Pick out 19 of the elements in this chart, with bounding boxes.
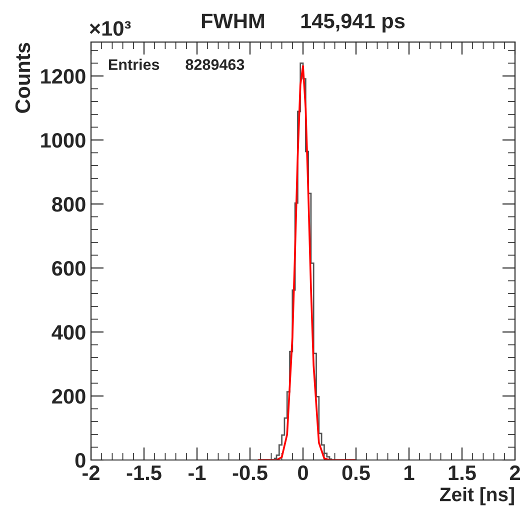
y-tick-label: 1000 — [41, 132, 86, 148]
x-tick-label: 1 — [404, 466, 414, 480]
x-axis-title: Zeit [ns] — [440, 487, 514, 506]
x-tick-label: 0.5 — [342, 465, 370, 480]
y-tick-label: 800 — [52, 196, 86, 212]
y-tick-label: 600 — [52, 260, 86, 276]
annotation: Entries 8289463 — [109, 58, 244, 70]
x-tick-label: 1.5 — [448, 466, 476, 480]
y-tick-label: 200 — [52, 389, 86, 404]
chart-title: FWHM 145,941 ps — [202, 14, 405, 32]
x-tick-label: 0 — [298, 465, 308, 480]
x-tick-label: 2 — [510, 465, 520, 480]
y-tick-label: 400 — [52, 324, 86, 340]
y-axis-title: Counts — [15, 42, 30, 113]
y-tick-label: 1200 — [41, 68, 86, 84]
x-tick-label: -0.5 — [232, 465, 268, 480]
text: ×10³ — [90, 21, 131, 36]
x-tick-label: -1.5 — [126, 466, 162, 480]
x-tick-label: -1 — [188, 466, 206, 480]
